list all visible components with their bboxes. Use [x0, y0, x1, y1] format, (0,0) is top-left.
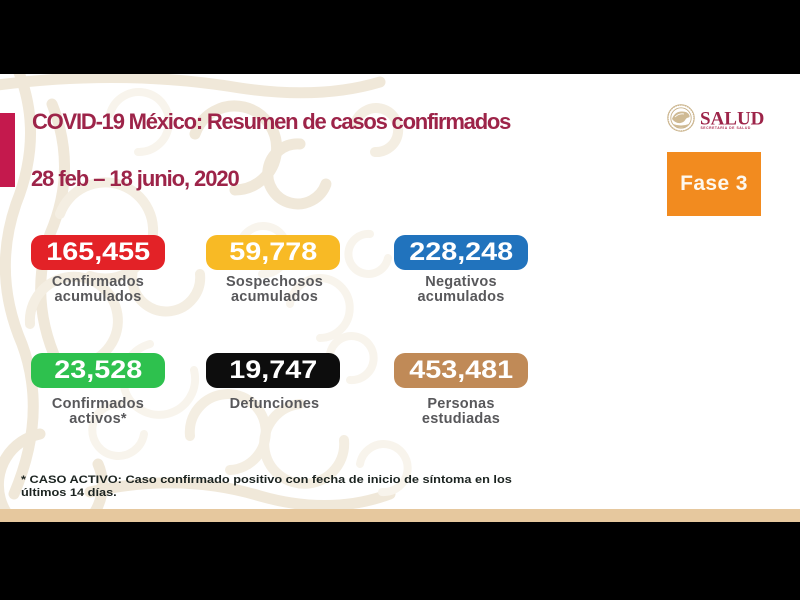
svg-text:SALUD: SALUD — [700, 109, 764, 130]
svg-text:SECRETARÍA DE SALUD: SECRETARÍA DE SALUD — [701, 125, 751, 130]
